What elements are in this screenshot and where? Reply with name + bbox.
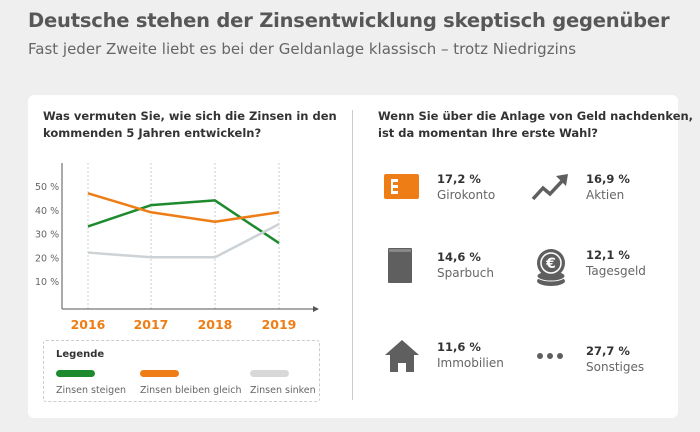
y-tick-label: 30 % (35, 230, 59, 241)
svg-text:€: € (545, 256, 556, 272)
euro-coins-icon: € (536, 249, 566, 286)
series-line-zinsen-bleiben-gleich (87, 192, 280, 223)
legend-label: Zinsen steigen (56, 385, 127, 396)
page-subtitle: Fast jeder Zweite liebt es bei der Gelda… (28, 40, 577, 58)
choice-label: Girokonto (437, 188, 496, 202)
legend-title: Legende (56, 349, 105, 360)
x-tick-label: 2019 (262, 317, 297, 332)
book-icon (388, 248, 412, 283)
choice-item-sparbuch: 14,6 % Sparbuch (437, 250, 494, 280)
dots-icon (537, 353, 563, 359)
choice-value: 17,2 % (437, 172, 481, 186)
series-line-zinsen-sinken (87, 223, 280, 259)
y-tick-label: 20 % (35, 253, 59, 264)
y-tick-label: 50 % (35, 182, 59, 193)
choice-item-aktien: 16,9 % Aktien (586, 172, 630, 202)
x-tick-label: 2016 (71, 317, 106, 332)
question-line: ist da momentan Ihre erste Wahl? (378, 126, 598, 140)
legend-item: Zinsen bleiben gleich (140, 370, 241, 396)
trend-up-icon (531, 174, 568, 201)
legend-swatch (56, 370, 95, 377)
choice-value: 11,6 % (437, 340, 481, 354)
legend-item: Zinsen steigen (56, 370, 126, 396)
choice-value: 16,9 % (586, 172, 630, 186)
legend-label: Zinsen sinken (250, 385, 316, 396)
question-line: Was vermuten Sie, wie sich die Zinsen in… (43, 109, 337, 123)
y-tick-label: 40 % (35, 206, 59, 217)
house-icon (385, 340, 419, 372)
series-line-zinsen-steigen (87, 199, 280, 245)
choice-value: 27,7 % (586, 344, 630, 358)
question-line: Wenn Sie über die Anlage von Geld nachde… (378, 109, 694, 123)
chart-question: Was vermuten Sie, wie sich die Zinsen in… (43, 108, 337, 142)
legend-swatch (250, 370, 289, 377)
x-tick-label: 2017 (134, 317, 169, 332)
question-line: kommenden 5 Jahren entwickeln? (43, 126, 262, 140)
legend-label: Zinsen bleiben gleich (140, 385, 242, 396)
choice-item-sonstiges: 27,7 % Sonstiges (586, 344, 644, 374)
choice-value: 14,6 % (437, 250, 481, 264)
choice-item-girokonto: 17,2 % Girokonto (437, 172, 495, 202)
legend-swatch (140, 370, 179, 377)
legend: Legende Zinsen steigen Zinsen bleiben gl… (43, 340, 320, 402)
bank-card-icon (384, 174, 419, 199)
choice-label: Immobilien (437, 356, 504, 370)
legend-item: Zinsen sinken (250, 370, 316, 396)
choice-value: 12,1 % (586, 248, 630, 262)
page-title: Deutsche stehen der Zinsentwicklung skep… (28, 9, 670, 32)
choice-label: Aktien (586, 188, 625, 202)
x-axis-arrow (313, 306, 319, 312)
x-tick-label: 2018 (198, 317, 233, 332)
choice-label: Tagesgeld (586, 264, 646, 278)
choice-label: Sparbuch (437, 266, 494, 280)
choice-item-tagesgeld: 12,1 % Tagesgeld (586, 248, 646, 278)
choice-question: Wenn Sie über die Anlage von Geld nachde… (378, 108, 693, 142)
divider (352, 110, 353, 400)
choice-item-immobilien: 11,6 % Immobilien (437, 340, 504, 370)
y-tick-label: 10 % (35, 277, 59, 288)
choice-label: Sonstiges (586, 360, 645, 374)
